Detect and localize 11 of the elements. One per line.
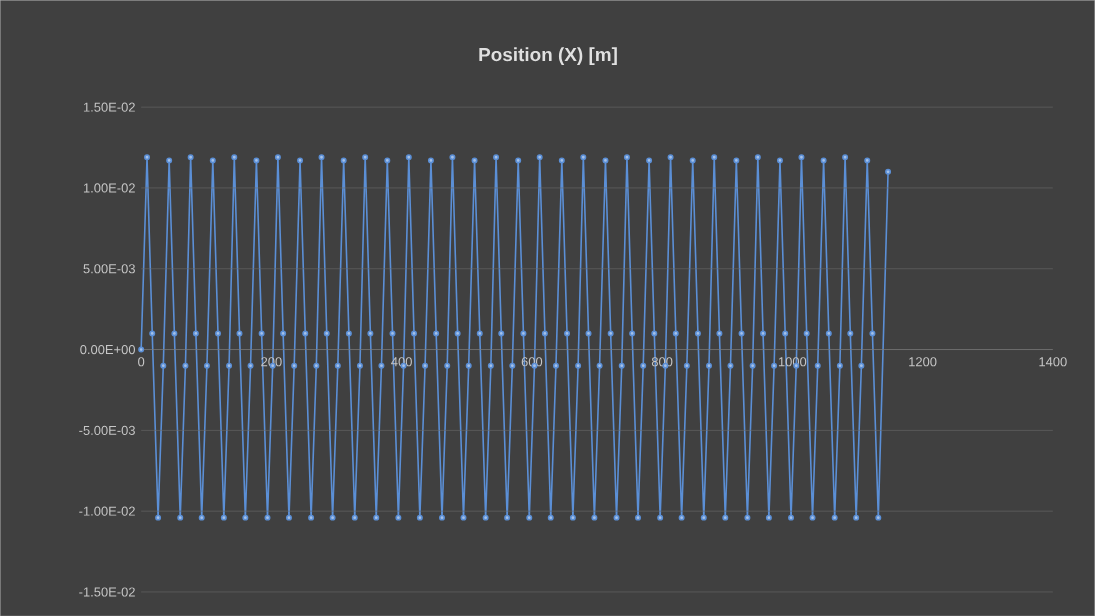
y-tick-label: -1.00E-02 xyxy=(79,506,135,516)
y-tick-label: 1.50E-02 xyxy=(83,102,135,112)
y-tick-label: -1.50E-02 xyxy=(79,587,135,597)
y-tick-label: -5.00E-03 xyxy=(79,425,135,435)
y-tick-label: 5.00E-03 xyxy=(83,264,135,274)
x-tick-label: 0 xyxy=(138,357,145,367)
chart-title: Position (X) [m] xyxy=(479,47,617,65)
y-tick-label: 0.00E+00 xyxy=(80,344,136,355)
x-tick-label: 1200 xyxy=(909,357,937,367)
x-tick-label: 1400 xyxy=(1039,357,1067,367)
y-tick-label: 1.00E-02 xyxy=(83,183,135,193)
